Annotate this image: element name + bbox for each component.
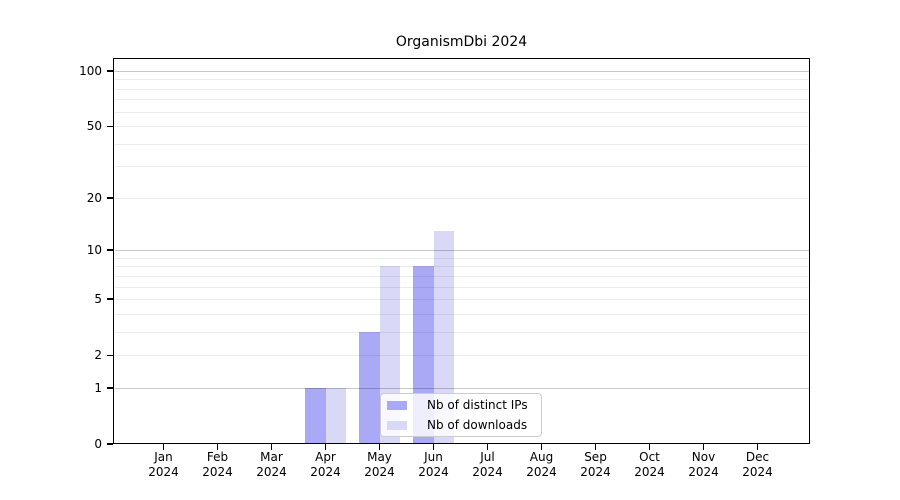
gridline-minor-30 [115,166,809,168]
gridline-minor-6 [115,286,809,288]
x-tick-label-10: Nov 2024 [688,450,719,479]
gridline-minor-50 [115,126,809,128]
y-tick-2 [107,354,113,356]
x-tick-3 [324,444,327,450]
gridline-minor-4 [115,313,809,315]
x-tick-label-11: Dec 2024 [742,450,773,479]
x-tick-label-6: Jul 2024 [472,450,503,479]
x-tick-5 [432,444,435,450]
gridline-minor-2 [115,355,809,357]
x-tick-9 [648,444,651,450]
gridline-minor-8 [115,266,809,268]
gridline-major-100 [115,71,809,72]
bar-ips-4 [359,331,380,444]
y-tick-label-10: 10 [86,243,102,258]
legend-label-distinct-ips: Nb of distinct IPs [427,398,528,412]
legend-row-ips: Nb of distinct IPs [381,397,541,413]
x-tick-4 [378,444,381,450]
gridline-minor-80 [115,88,809,90]
chart-title: OrganismDbi 2024 [395,34,528,50]
gridline-major-1 [115,387,809,389]
legend-swatch-distinct-ips [387,400,407,410]
x-tick-label-1: Feb 2024 [202,450,233,479]
x-tick-label-5: Jun 2024 [418,450,449,479]
bar-downloads-3 [325,387,346,444]
x-tick-1 [216,444,219,450]
y-tick-50 [107,125,113,127]
y-tick-label-20: 20 [86,190,102,205]
y-tick-label-5: 5 [94,292,102,307]
y-tick-label-1: 1 [94,380,102,395]
y-tick-label-50: 50 [86,119,102,134]
x-tick-7 [540,444,543,450]
y-tick-10 [107,249,113,251]
bar-ips-3 [305,387,326,444]
legend-swatch-downloads [387,420,407,430]
bar-downloads-5 [433,230,454,444]
x-tick-10 [702,444,705,450]
gridline-minor-70 [115,99,809,101]
gridline-minor-7 [115,275,809,277]
x-tick-label-2: Mar 2024 [256,450,287,479]
gridline-minor-60 [115,111,809,113]
legend-label-downloads: Nb of downloads [427,418,528,432]
gridline-major-10 [115,250,809,252]
x-tick-8 [594,444,597,450]
gridline-minor-3 [115,331,809,333]
y-tick-label-0: 0 [94,437,102,451]
x-tick-label-9: Oct 2024 [634,450,665,479]
gridline-minor-40 [115,143,809,145]
y-tick-0 [107,443,113,445]
y-tick-label-2: 2 [94,348,102,363]
x-tick-label-4: May 2024 [364,450,395,479]
x-tick-label-3: Apr 2024 [310,450,341,479]
x-tick-0 [162,444,165,450]
x-tick-label-0: Jan 2024 [148,450,179,479]
y-tick-20 [107,197,113,199]
legend-row-downloads: Nb of downloads [381,417,541,433]
gridline-minor-90 [115,79,809,81]
gridline-minor-20 [115,197,809,199]
x-tick-6 [486,444,489,450]
y-tick-5 [107,298,113,300]
y-tick-1 [107,387,113,389]
legend: Nb of distinct IPs Nb of downloads [380,393,542,437]
x-tick-label-7: Aug 2024 [526,450,557,479]
gridline-minor-9 [115,257,809,259]
x-tick-2 [270,444,273,450]
y-tick-label-100: 100 [79,64,102,78]
y-tick-100 [107,70,113,72]
x-tick-label-8: Sep 2024 [580,450,611,479]
x-tick-11 [756,444,759,450]
gridline-minor-5 [115,299,809,301]
